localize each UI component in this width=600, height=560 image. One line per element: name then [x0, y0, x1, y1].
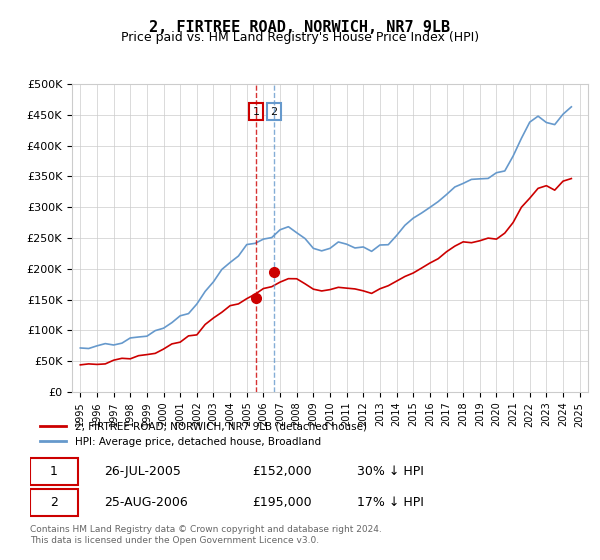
Text: 2: 2 — [50, 496, 58, 509]
Text: 30% ↓ HPI: 30% ↓ HPI — [358, 465, 424, 478]
Text: Price paid vs. HM Land Registry's House Price Index (HPI): Price paid vs. HM Land Registry's House … — [121, 31, 479, 44]
Text: £195,000: £195,000 — [252, 496, 311, 509]
Legend: 2, FIRTREE ROAD, NORWICH, NR7 9LB (detached house), HPI: Average price, detached: 2, FIRTREE ROAD, NORWICH, NR7 9LB (detac… — [35, 416, 372, 452]
Text: 2, FIRTREE ROAD, NORWICH, NR7 9LB: 2, FIRTREE ROAD, NORWICH, NR7 9LB — [149, 20, 451, 35]
Text: 17% ↓ HPI: 17% ↓ HPI — [358, 496, 424, 509]
FancyBboxPatch shape — [30, 489, 77, 516]
Text: 1: 1 — [253, 107, 260, 116]
Text: 25-AUG-2006: 25-AUG-2006 — [104, 496, 188, 509]
Text: Contains HM Land Registry data © Crown copyright and database right 2024.
This d: Contains HM Land Registry data © Crown c… — [30, 525, 382, 545]
FancyBboxPatch shape — [30, 458, 77, 484]
Text: 2: 2 — [271, 107, 278, 116]
Text: 1: 1 — [50, 465, 58, 478]
Text: 26-JUL-2005: 26-JUL-2005 — [104, 465, 181, 478]
Text: £152,000: £152,000 — [252, 465, 311, 478]
